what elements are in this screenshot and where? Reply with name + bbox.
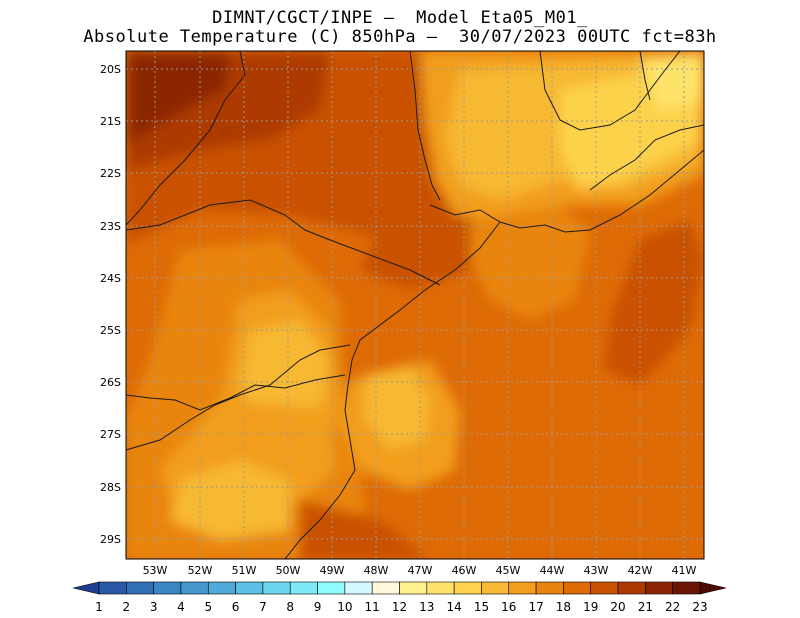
lon-label: 50W	[276, 564, 301, 577]
colorbar-label: 15	[474, 600, 489, 614]
colorbar-bin	[590, 581, 619, 595]
lat-label: 26S	[100, 376, 121, 389]
colorbar-label: 2	[122, 600, 130, 614]
colorbar-bin	[535, 581, 564, 595]
colorbar-bin	[153, 581, 182, 595]
borders	[126, 51, 704, 559]
lon-label: 49W	[320, 564, 345, 577]
map-title-line-2: Absolute Temperature (C) 850hPa – 30/07/…	[83, 27, 717, 47]
colorbar-label: 12	[392, 600, 407, 614]
colorbar-label: 19	[583, 600, 598, 614]
lat-label: 25S	[100, 324, 121, 337]
lon-label: 48W	[364, 564, 389, 577]
colorbar-label: 11	[365, 600, 380, 614]
colorbar-bin	[672, 581, 701, 595]
colorbar-label: 4	[177, 600, 185, 614]
colorbar-label: 21	[638, 600, 653, 614]
colorbar-label: 20	[610, 600, 625, 614]
colorbar-bin	[98, 581, 127, 595]
colorbar-bin	[262, 581, 291, 595]
colorbar-bin	[289, 581, 318, 595]
colorbar-label: 5	[204, 600, 212, 614]
lat-label: 21S	[100, 115, 121, 128]
lat-label: 23S	[100, 220, 121, 233]
colorbar-label: 22	[665, 600, 680, 614]
map-frame	[125, 50, 705, 560]
lat-label: 28S	[100, 481, 121, 494]
lon-label: 52W	[188, 564, 213, 577]
colorbar-bin	[426, 581, 455, 595]
colorbar-label: 6	[232, 600, 240, 614]
lon-label: 46W	[452, 564, 477, 577]
colorbar-label: 3	[150, 600, 158, 614]
colorbar-bin	[645, 581, 673, 595]
colorbar-label: 16	[501, 600, 516, 614]
colorbar-label: 10	[337, 600, 352, 614]
colorbar-bin	[617, 581, 646, 595]
lat-label: 29S	[100, 533, 121, 546]
colorbar-bin	[235, 581, 264, 595]
colorbar-label: 1	[95, 600, 103, 614]
colorbar-under-arrow	[72, 581, 100, 595]
colorbar-label: 18	[556, 600, 571, 614]
colorbar-label: 23	[692, 600, 707, 614]
colorbar-label: 14	[446, 600, 461, 614]
colorbar-label: 9	[314, 600, 322, 614]
lat-label: 20S	[100, 63, 121, 76]
colorbar-bin	[371, 581, 400, 595]
lat-label: 24S	[100, 272, 121, 285]
map-title-line-1: DIMNT/CGCT/INPE – Model Eta05_M01_	[212, 8, 588, 28]
colorbar-bin	[563, 581, 592, 595]
lon-label: 42W	[628, 564, 653, 577]
colorbar-label: 13	[419, 600, 434, 614]
colorbar-over-arrow	[699, 581, 727, 595]
colorbar-bin	[344, 581, 373, 595]
longitude-labels: 53W 52W 51W 50W 49W 48W 47W 46W 45W 44W …	[143, 564, 697, 577]
colorbar-bin	[399, 581, 428, 595]
lon-label: 45W	[496, 564, 521, 577]
latitude-labels: 20S 21S 22S 23S 24S 25S 26S 27S 28S 29S	[100, 63, 121, 546]
colorbar-bin	[126, 581, 154, 595]
colorbar-bin	[207, 581, 236, 595]
colorbar-bin	[508, 581, 537, 595]
colorbar: 1 2 3 4 5 6 7 8 9 10 11 12 13 14 15 16 17 18 19 20 21 22 23	[72, 581, 727, 614]
lon-label: 43W	[584, 564, 609, 577]
lon-label: 53W	[143, 564, 168, 577]
colorbar-bin	[317, 581, 346, 595]
colorbar-label: 8	[286, 600, 294, 614]
temperature-field	[126, 51, 704, 559]
lat-label: 27S	[100, 428, 121, 441]
lat-label: 22S	[100, 167, 121, 180]
colorbar-label: 17	[528, 600, 543, 614]
lon-label: 44W	[540, 564, 565, 577]
gridlines	[126, 51, 704, 559]
colorbar-bin	[453, 581, 482, 595]
colorbar-bin	[481, 581, 510, 595]
lon-label: 51W	[232, 564, 257, 577]
lon-label: 41W	[672, 564, 697, 577]
colorbar-label: 7	[259, 600, 267, 614]
lon-label: 47W	[408, 564, 433, 577]
colorbar-bin	[180, 581, 209, 595]
